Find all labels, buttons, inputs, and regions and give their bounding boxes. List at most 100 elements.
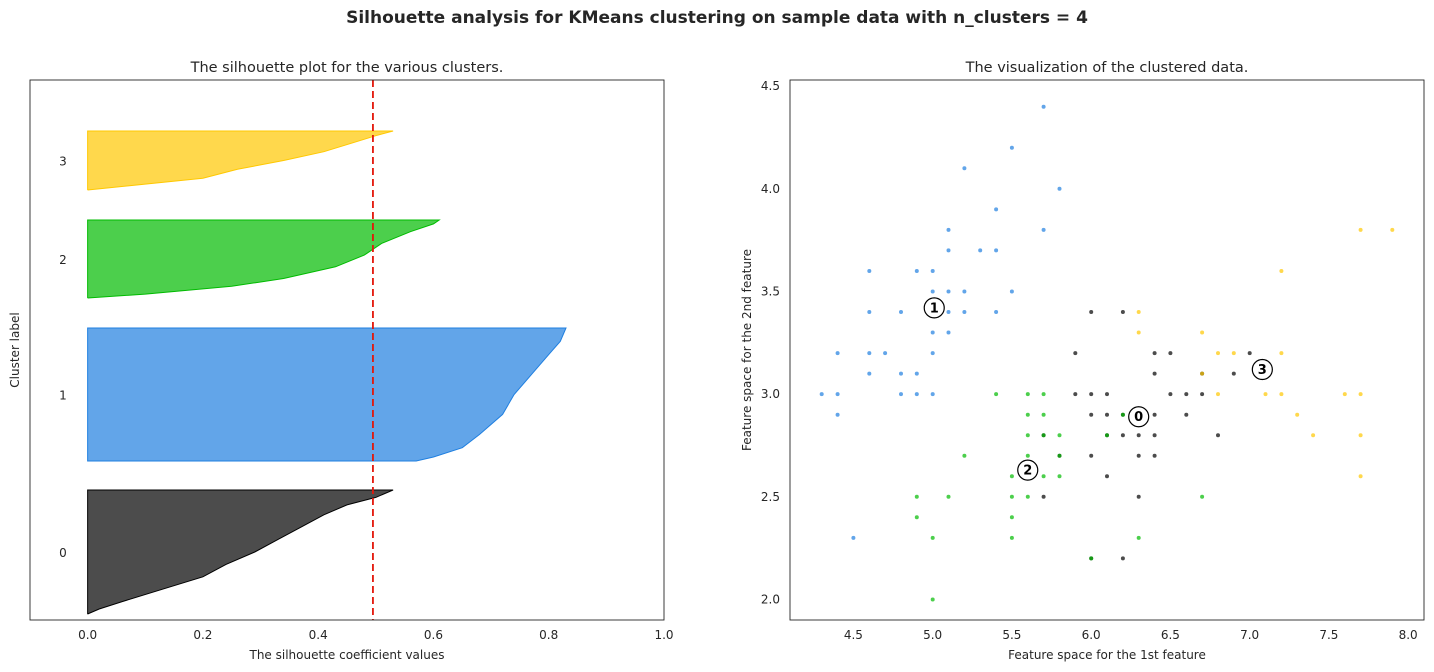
data-point-cluster-0 [1105,392,1109,397]
data-point-cluster-3 [1279,351,1284,356]
data-point-cluster-2 [1041,412,1046,417]
data-point-cluster-0 [1152,412,1157,417]
cluster-center-marker-3 [1251,358,1273,381]
data-point-cluster-1 [867,269,872,273]
data-point-cluster-0 [1105,412,1109,417]
data-point-cluster-2 [1136,535,1141,540]
cluster-label-0: 0 [59,546,67,560]
data-point-cluster-0 [1089,310,1094,314]
data-point-cluster-3 [1358,392,1363,397]
data-point-cluster-3 [1358,474,1363,479]
data-point-cluster-1 [946,289,951,294]
data-point-cluster-1 [946,330,951,335]
data-point-cluster-2 [1009,535,1014,540]
data-point-cluster-1 [930,330,935,335]
silhouette-plot-frame [29,79,665,621]
data-point-cluster-1 [867,371,872,376]
data-point-cluster-0 [1216,433,1220,438]
data-point-cluster-3 [1200,371,1205,376]
data-point-cluster-3 [1295,412,1300,417]
data-point-cluster-2 [1120,412,1125,417]
silhouette-band-cluster-0 [87,489,394,615]
data-point-cluster-2 [914,515,919,520]
figure-suptitle: Silhouette analysis for KMeans clusterin… [346,8,1088,28]
scatter-axis-ticks: 4.5 5.0 5.5 6.0 6.5 7.0 7.5 8.0 2.0 2.5 3.0 3.5 4.0 4… [761,79,1418,642]
cluster-center-label-0: 0 [1134,410,1143,425]
scatter-y-tick-label: 4.5 [761,79,780,93]
data-point-cluster-2 [1025,494,1030,499]
scatter-plot-body: 0 1 2 3 [819,104,1395,602]
data-point-cluster-0 [1120,433,1125,438]
data-point-cluster-0 [1105,474,1109,479]
data-point-cluster-3 [1216,351,1220,356]
cluster-center-label-1: 1 [930,301,939,316]
data-point-cluster-0 [1152,351,1157,356]
data-point-cluster-1 [930,269,935,273]
data-point-cluster-1 [867,351,872,356]
scatter-y-tick-label: 3.0 [761,387,780,401]
data-point-cluster-2 [1009,515,1014,520]
data-point-cluster-1 [914,269,919,273]
data-point-cluster-3 [1279,269,1284,273]
data-point-cluster-0 [1184,392,1189,397]
data-point-cluster-2 [1025,453,1030,458]
scatter-x-axis-label: Feature space for the 1st feature [1008,648,1206,662]
data-point-cluster-2 [1089,556,1094,561]
cluster-scatter-plot: The visualization of the clustered data.… [740,60,1425,662]
data-point-cluster-3 [1200,330,1205,335]
scatter-x-tick-label: 5.0 [923,628,942,642]
scatter-plot-title: The visualization of the clustered data. [965,60,1249,76]
data-point-cluster-1 [835,351,840,356]
data-point-cluster-0 [1152,371,1157,376]
silhouette-band-cluster-2 [87,219,441,299]
data-point-cluster-1 [1057,186,1062,191]
data-point-cluster-3 [1358,433,1363,438]
data-point-cluster-1 [1009,145,1014,150]
data-point-cluster-1 [1041,227,1046,232]
data-point-cluster-3 [1231,351,1236,356]
data-point-cluster-0 [1089,453,1094,458]
data-point-cluster-2 [914,494,919,499]
data-point-cluster-1 [946,227,951,232]
data-point-cluster-2 [946,494,951,499]
scatter-y-axis-label: Feature space for the 2nd feature [740,249,754,451]
data-point-cluster-0 [1089,392,1094,397]
data-point-cluster-2 [1105,433,1109,438]
data-point-cluster-0 [1184,412,1189,417]
data-point-cluster-0 [1231,371,1236,376]
cluster-label-2: 2 [59,253,67,267]
silhouette-x-tick-label: 0.4 [309,628,328,642]
data-point-cluster-2 [1057,453,1062,458]
data-point-cluster-2 [1041,433,1046,438]
silhouette-plot-title: The silhouette plot for the various clus… [190,60,504,76]
data-point-cluster-1 [1041,104,1046,109]
data-point-cluster-1 [914,392,919,397]
data-point-cluster-3 [1342,392,1347,397]
data-point-cluster-0 [1168,392,1173,397]
data-point-cluster-1 [899,392,903,397]
scatter-x-tick-label: 6.0 [1082,628,1101,642]
cluster-center-label-3: 3 [1258,363,1267,378]
cluster-center-marker-1 [923,297,945,319]
data-point-cluster-2 [1200,494,1205,499]
data-point-cluster-0 [1073,351,1078,356]
scatter-x-tick-label: 8.0 [1399,628,1418,642]
data-point-cluster-2 [1041,392,1046,397]
data-point-cluster-0 [1089,412,1094,417]
data-point-cluster-2 [994,392,999,397]
scatter-y-tick-label: 2.5 [761,490,780,504]
silhouette-y-axis-label: Cluster label [8,312,22,387]
data-point-cluster-2 [930,597,935,602]
data-point-cluster-3 [1358,227,1363,232]
data-point-cluster-0 [1136,433,1141,438]
data-point-cluster-0 [1152,453,1157,458]
data-point-cluster-0 [1120,310,1125,314]
data-point-cluster-0 [1120,556,1125,561]
data-point-cluster-1 [962,166,967,171]
scatter-x-tick-label: 7.0 [1240,628,1259,642]
data-point-cluster-1 [883,351,888,356]
data-point-cluster-2 [1057,474,1062,479]
data-point-cluster-3 [1263,392,1268,397]
scatter-x-tick-label: 6.5 [1161,628,1180,642]
